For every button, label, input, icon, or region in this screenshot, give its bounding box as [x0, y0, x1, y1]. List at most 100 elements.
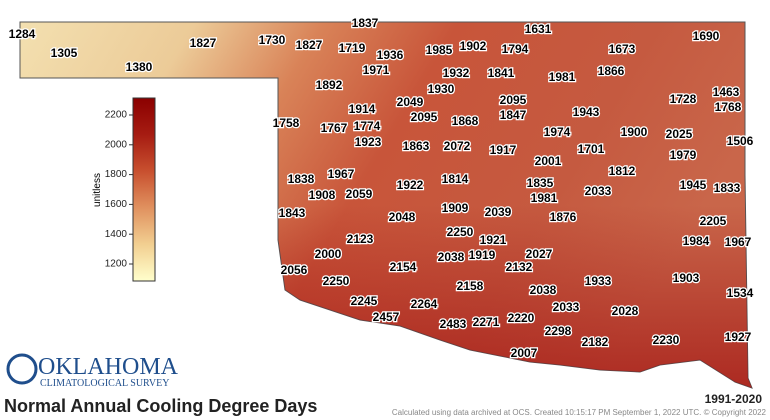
station-value: 1835 [527, 176, 554, 190]
station-value: 2182 [582, 335, 609, 349]
station-value: 1979 [670, 148, 697, 162]
station-value: 1284 [9, 27, 36, 41]
station-value: 1463 [713, 85, 740, 99]
station-value: 2154 [390, 260, 417, 274]
station-value: 2095 [411, 110, 438, 124]
colorbar-tick-label: 2000 [105, 139, 128, 150]
station-value: 2483 [440, 317, 467, 331]
station-value: 1921 [480, 233, 507, 247]
station-value: 1914 [349, 102, 376, 116]
station-value: 1719 [339, 41, 366, 55]
station-value: 1768 [715, 100, 742, 114]
station-value: 2059 [346, 187, 373, 201]
station-value: 2457 [373, 310, 400, 324]
station-value: 2095 [500, 93, 527, 107]
station-value: 1631 [525, 22, 552, 36]
station-value: 1933 [585, 274, 612, 288]
station-value: 1903 [673, 271, 700, 285]
colorbar-tick-label: 2200 [105, 110, 128, 121]
station-value: 1794 [502, 42, 529, 56]
station-value: 1902 [460, 39, 487, 53]
station-value: 1833 [714, 181, 741, 195]
colorbar-scale [132, 97, 156, 282]
station-value: 1690 [693, 29, 720, 43]
station-value: 1923 [355, 135, 382, 149]
station-value: 1837 [352, 16, 379, 30]
map-title: Normal Annual Cooling Degree Days [4, 396, 317, 416]
station-value: 1838 [288, 172, 315, 186]
station-value: 1847 [500, 108, 527, 122]
station-value: 1981 [531, 191, 558, 205]
colorbar-tick-label: 1800 [105, 169, 128, 180]
station-value: 1701 [578, 142, 605, 156]
station-value: 1900 [621, 125, 648, 139]
station-value: 1827 [190, 36, 217, 50]
station-value: 2250 [323, 274, 350, 288]
colorbar-tick-label: 1200 [105, 259, 128, 270]
station-value: 2033 [553, 300, 580, 314]
station-value: 2033 [585, 184, 612, 198]
period: 1991-2020 [705, 392, 763, 406]
station-value: 1673 [609, 42, 636, 56]
station-value: 2132 [506, 260, 533, 274]
station-value: 2123 [347, 232, 374, 246]
station-value: 1932 [443, 66, 470, 80]
station-value: 2250 [447, 225, 474, 239]
state [19, 21, 753, 389]
station-value: 1967 [725, 235, 752, 249]
station-value: 1305 [51, 46, 78, 60]
colorbar-label: unitless [92, 173, 103, 207]
station-value: 1943 [573, 105, 600, 119]
station-value: 2001 [535, 154, 562, 168]
station-value: 1728 [670, 92, 697, 106]
station-value: 1984 [683, 234, 710, 248]
station-value: 2264 [411, 297, 438, 311]
station-value: 1922 [397, 178, 424, 192]
station-value: 2048 [389, 210, 416, 224]
station-value: 1506 [727, 134, 754, 148]
colorbar-tick-label: 1600 [105, 199, 128, 210]
station-value: 2000 [315, 247, 342, 261]
station-value: 1908 [309, 188, 336, 202]
station-value: 2025 [666, 127, 693, 141]
station-value: 1930 [428, 82, 455, 96]
station-value: 2220 [508, 311, 535, 325]
station-value: 1730 [259, 33, 286, 47]
station-value: 2028 [612, 304, 639, 318]
station-value: 2039 [485, 205, 512, 219]
station-value: 2072 [444, 139, 471, 153]
station-value: 2158 [457, 279, 484, 293]
station-value: 2230 [653, 333, 680, 347]
station-value: 2205 [700, 214, 727, 228]
credit: Calculated using data archived at OCS. C… [392, 408, 767, 417]
station-value: 1843 [279, 206, 306, 220]
station-value: 2298 [545, 324, 572, 338]
station-value: 1863 [403, 139, 430, 153]
station-value: 1827 [296, 38, 323, 52]
station-labels: 1284 1305 1380 1827 1730 1827 1837 1719 19361971… [7, 15, 755, 362]
station-value: 1767 [321, 121, 348, 135]
station-value: 2038 [530, 283, 557, 297]
colorbar: unitless 1200 1400 1600 1800 2000 2200 [92, 97, 156, 282]
station-value: 2027 [526, 247, 553, 261]
station-value: 1841 [488, 66, 515, 80]
station-value: 1758 [273, 116, 300, 130]
station-value: 1985 [426, 43, 453, 57]
station-value: 2056 [281, 263, 308, 277]
station-value: 1936 [377, 48, 404, 62]
station-value: 2049 [397, 95, 424, 109]
station-value: 1967 [328, 167, 355, 181]
station-value: 1814 [442, 172, 469, 186]
station-value: 2245 [351, 294, 378, 308]
station-value: 1380 [126, 60, 153, 74]
station-value: 2038 [438, 250, 465, 264]
station-value: 1534 [727, 286, 754, 300]
station-value: 1876 [550, 210, 577, 224]
station-value: 1892 [316, 78, 343, 92]
station-value: 1909 [442, 201, 469, 215]
station-value: 2271 [473, 315, 500, 329]
logo-icon [6, 353, 38, 385]
station-value: 1974 [544, 125, 571, 139]
logo-name: OKLAHOMA [38, 354, 179, 380]
